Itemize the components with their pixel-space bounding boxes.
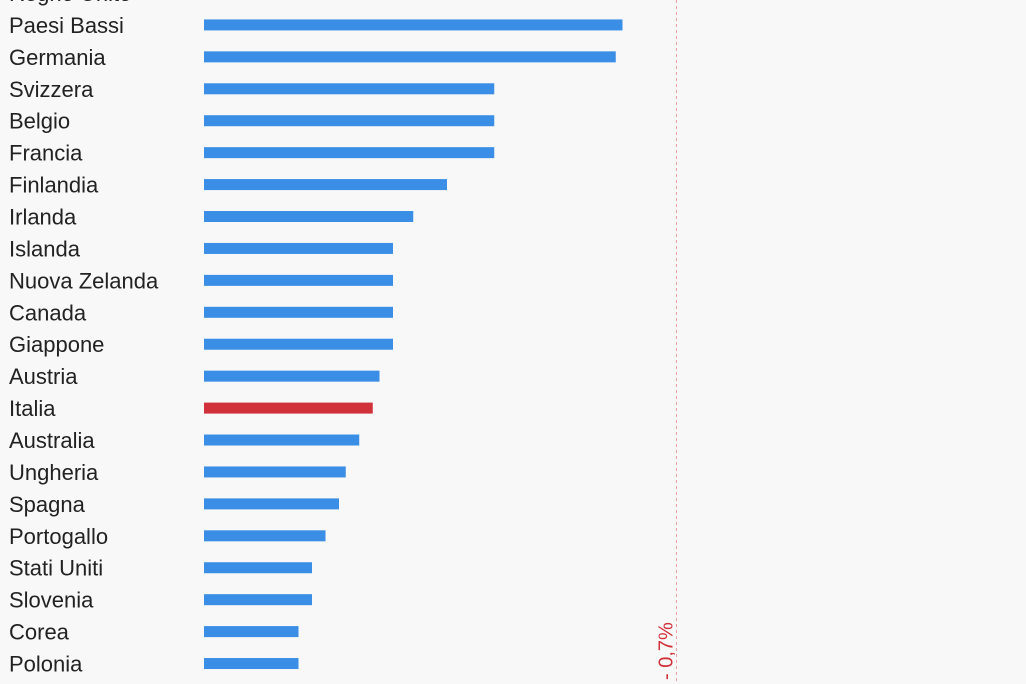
bar-belgio bbox=[204, 115, 495, 127]
category-label-svizzera: Svizzera bbox=[9, 77, 94, 102]
bar-australia bbox=[204, 434, 360, 446]
bar-svizzera bbox=[204, 83, 495, 95]
bar-corea bbox=[204, 626, 299, 638]
bar-paesi-bassi bbox=[204, 19, 623, 31]
category-label-polonia: Polonia bbox=[9, 652, 83, 677]
bar-slovenia bbox=[204, 594, 312, 606]
category-label-germania: Germania bbox=[9, 45, 106, 70]
category-label-australia: Australia bbox=[9, 428, 95, 453]
bar-giappone bbox=[204, 338, 393, 350]
category-label-canada: Canada bbox=[9, 300, 87, 325]
category-label-paesi-bassi: Paesi Bassi bbox=[9, 13, 124, 38]
category-label-nuova-zelanda: Nuova Zelanda bbox=[9, 268, 159, 293]
category-label-austria: Austria bbox=[9, 364, 78, 389]
bar-nuova-zelanda bbox=[204, 274, 393, 286]
category-label-belgio: Belgio bbox=[9, 109, 70, 134]
bar-austria bbox=[204, 370, 380, 382]
bar-islanda bbox=[204, 242, 393, 254]
category-label-portogallo: Portogallo bbox=[9, 524, 108, 549]
category-label-slovenia: Slovenia bbox=[9, 588, 94, 613]
bar-germania bbox=[204, 51, 616, 63]
bar-ungheria bbox=[204, 466, 346, 478]
category-label-finlandia: Finlandia bbox=[9, 173, 99, 198]
reference-line-label: - 0,7% bbox=[656, 622, 678, 680]
category-labels-group: Regno Unito Paesi Bassi Germania Svizzera Be… bbox=[9, 0, 159, 677]
bar-italia bbox=[204, 402, 373, 414]
bar-finlandia bbox=[204, 179, 447, 191]
bar-stati-uniti bbox=[204, 562, 312, 574]
category-label-spagna: Spagna bbox=[9, 492, 86, 517]
bars-group bbox=[204, 19, 623, 670]
bar-irlanda bbox=[204, 211, 414, 223]
category-label-corea: Corea bbox=[9, 620, 70, 645]
category-label-irlanda: Irlanda bbox=[9, 205, 77, 230]
category-label-giappone: Giappone bbox=[9, 332, 104, 357]
category-label-ungheria: Ungheria bbox=[9, 460, 99, 485]
category-label-italia: Italia bbox=[9, 396, 56, 421]
bar-spagna bbox=[204, 498, 339, 510]
bar-polonia bbox=[204, 658, 299, 670]
reference-line-group: - 0,7% bbox=[656, 0, 678, 684]
category-label-francia: Francia bbox=[9, 141, 83, 166]
category-label-stati-uniti: Stati Uniti bbox=[9, 556, 103, 581]
bar-portogallo bbox=[204, 530, 326, 542]
bar-canada bbox=[204, 306, 393, 318]
category-label-islanda: Islanda bbox=[9, 236, 81, 261]
bar-francia bbox=[204, 147, 495, 159]
category-label-regno-unito: Regno Unito bbox=[9, 0, 131, 6]
